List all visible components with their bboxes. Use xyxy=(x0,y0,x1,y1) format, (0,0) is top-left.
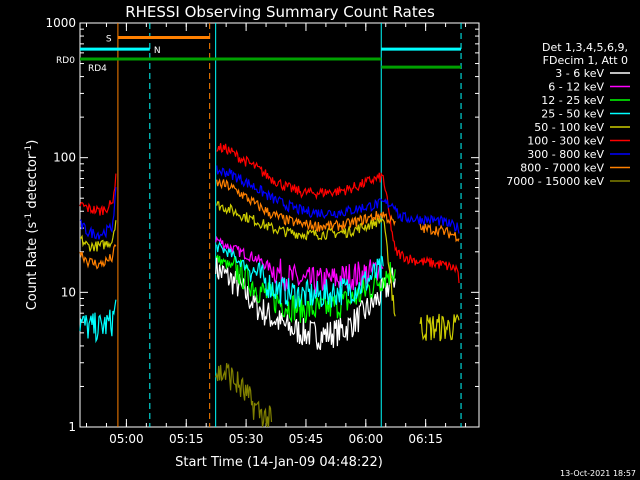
legend-label-300-800-kev: 300 - 800 keV xyxy=(527,148,604,161)
plot-frame xyxy=(79,22,480,428)
x-tick-label: 05:30 xyxy=(229,432,264,446)
flag-label-rd0: RD0 xyxy=(56,56,75,66)
legend-label-3-6-kev: 3 - 6 keV xyxy=(555,67,604,80)
legend-header-line2: FDecim 1, Att 0 xyxy=(543,54,628,67)
x-axis-label: Start Time (14-Jan-09 04:48:22) xyxy=(175,455,383,470)
series-line-100-300-kev xyxy=(79,143,460,284)
flag-label-rd4: RD4 xyxy=(88,64,107,74)
legend-header-line1: Det 1,3,4,5,6,9, xyxy=(542,41,628,54)
series-line-800-7000-kev xyxy=(79,178,460,270)
x-tick-label: 06:15 xyxy=(408,432,443,446)
series-line-300-800-kev xyxy=(79,165,460,240)
flag-bars: S N RD0 RD4 xyxy=(56,35,462,74)
flag-label-n: N xyxy=(154,46,161,56)
render-timestamp: 13-Oct-2021 18:57 xyxy=(560,469,636,478)
y-tick-label: 10 xyxy=(61,285,76,299)
x-tick-label: 05:45 xyxy=(289,432,324,446)
y-axis-label: Count Rate (s-1 detector-1) xyxy=(24,140,40,311)
series-line-50-100-kev xyxy=(79,201,460,342)
series-line-25-50-kev xyxy=(79,241,384,344)
series-lines xyxy=(79,143,460,428)
x-tick-label: 05:15 xyxy=(169,432,204,446)
legend-label-25-50-kev: 25 - 50 keV xyxy=(541,108,604,121)
y-tick-label: 1 xyxy=(68,420,76,434)
legend-label-50-100-kev: 50 - 100 keV xyxy=(534,121,604,134)
legend: Det 1,3,4,5,6,9, FDecim 1, Att 0 3 - 6 k… xyxy=(506,41,630,188)
chart-title: RHESSI Observing Summary Count Rates xyxy=(125,3,435,21)
y-tick-label: 100 xyxy=(53,151,76,165)
series-line-3-6-kev xyxy=(215,256,396,351)
x-tick-label: 05:00 xyxy=(109,432,144,446)
legend-label-12-25-kev: 12 - 25 keV xyxy=(541,94,604,107)
legend-label-7000-15000-kev: 7000 - 15000 keV xyxy=(506,175,604,188)
series-line-6-12-kev xyxy=(215,235,384,295)
mode-change-lines xyxy=(117,23,462,427)
y-tick-label: 1000 xyxy=(45,16,76,30)
series-line-7000-15000-kev xyxy=(215,363,273,428)
legend-label-100-300-kev: 100 - 300 keV xyxy=(527,135,604,148)
x-tick-label: 06:00 xyxy=(349,432,384,446)
legend-label-6-12-kev: 6 - 12 keV xyxy=(548,81,604,94)
series-line-12-25-kev xyxy=(215,254,396,324)
legend-label-800-7000-kev: 800 - 7000 keV xyxy=(520,162,604,175)
flag-label-s: S xyxy=(106,35,112,45)
axis-ticks: 1 10 100 1000 05:00 05:15 05:30 05:45 06:00 06:15 xyxy=(45,16,479,446)
